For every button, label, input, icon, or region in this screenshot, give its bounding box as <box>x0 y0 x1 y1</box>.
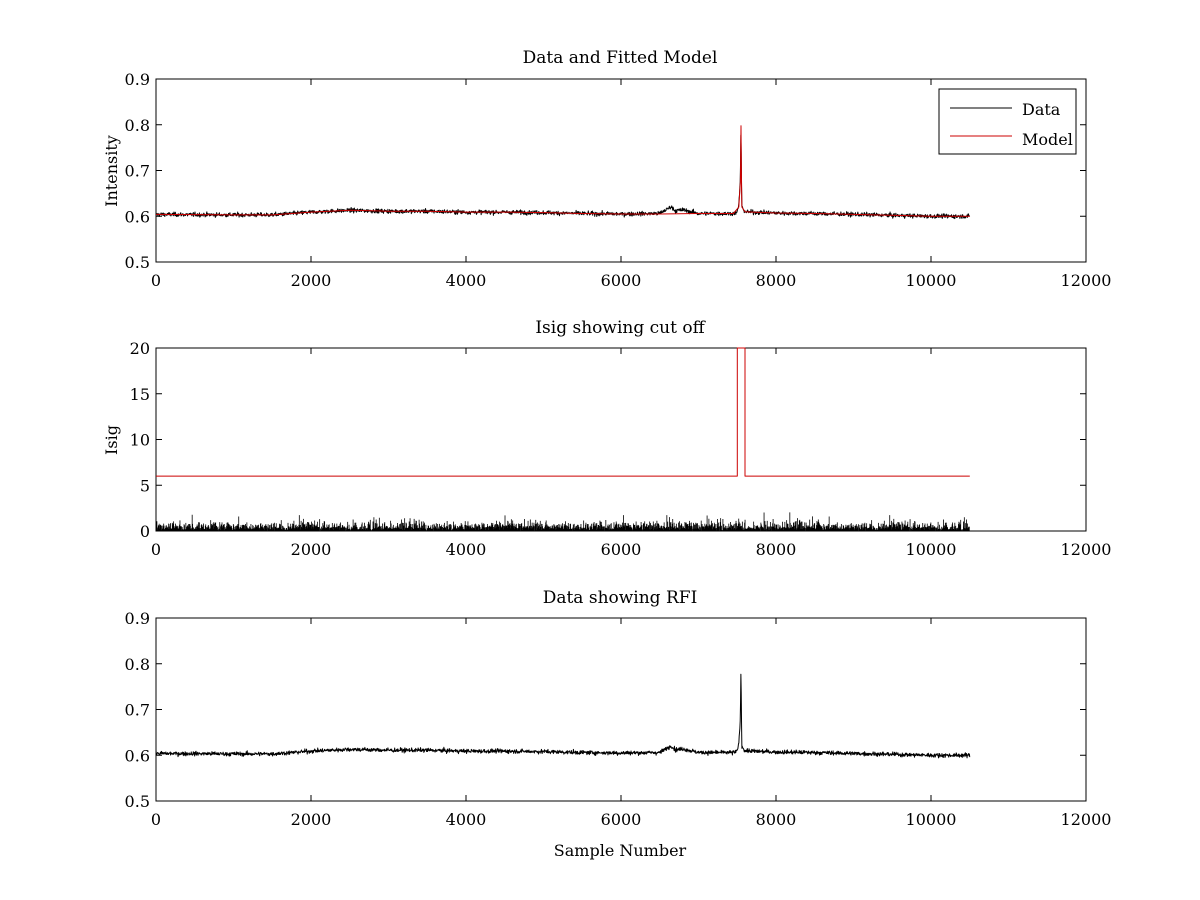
x-tick-label: 0 <box>151 810 161 829</box>
y-tick-label: 0.9 <box>125 609 150 628</box>
tick-layer: 0 2000 4000 6000 8000 10000 12000 0 5 10 15 20 <box>130 339 1112 559</box>
x-tick-label: 4000 <box>446 810 487 829</box>
x-tick-label: 8000 <box>756 271 797 290</box>
chart-title: Data showing RFI <box>543 588 698 608</box>
x-axis-label: Sample Number <box>554 841 687 860</box>
y-tick-label: 0.6 <box>125 746 150 765</box>
x-tick-label: 0 <box>151 271 161 290</box>
x-tick-label: 6000 <box>601 810 642 829</box>
plot-area: 0 2000 4000 6000 8000 10000 12000 0.5 0.6 0.7 0.8 0… <box>125 609 1112 829</box>
panel-data-showing-rfi: Data showing RFI 0 2000 4000 6000 8000 10000 1… <box>125 588 1112 860</box>
chart-title: Isig showing cut off <box>535 318 706 338</box>
x-tick-label: 8000 <box>756 810 797 829</box>
series-layer <box>155 125 971 220</box>
plot-area: 0 2000 4000 6000 8000 10000 12000 0 5 10 15 20 <box>130 339 1112 559</box>
x-tick-label: 2000 <box>291 540 332 559</box>
y-tick-label: 0.9 <box>125 70 150 89</box>
legend-box <box>938 88 1077 155</box>
y-tick-label: 10 <box>130 431 150 450</box>
y-tick-label: 5 <box>140 476 150 495</box>
panel-data-and-fitted-model: Data and Fitted Model 0 2000 4000 6000 8000 1… <box>102 48 1111 290</box>
x-tick-label: 2000 <box>291 810 332 829</box>
x-tick-label: 6000 <box>601 540 642 559</box>
y-tick-label: 20 <box>130 339 150 358</box>
x-tick-label: 4000 <box>446 540 487 559</box>
tick-layer: 0 2000 4000 6000 8000 10000 12000 0.5 0.6 0.7 0.8 0… <box>125 609 1112 829</box>
y-tick-label: 0.6 <box>125 207 150 226</box>
plot-area: 0 2000 4000 6000 8000 10000 12000 0.5 0.6 0.7 0.8 0… <box>125 70 1112 290</box>
x-tick-label: 2000 <box>291 271 332 290</box>
y-tick-label: 0.7 <box>125 162 150 181</box>
tick-layer: 0 2000 4000 6000 8000 10000 12000 0.5 0.6 0.7 0.8 0… <box>125 70 1112 290</box>
y-axis-label: Isig <box>102 425 121 455</box>
series-layer <box>155 673 971 759</box>
x-tick-label: 12000 <box>1061 810 1112 829</box>
y-tick-label: 0.5 <box>125 792 150 811</box>
y-tick-label: 0.7 <box>125 701 150 720</box>
legend-label-data: Data <box>1022 100 1061 119</box>
y-tick-label: 0.5 <box>125 253 150 272</box>
x-tick-label: 4000 <box>446 271 487 290</box>
legend-label-model: Model <box>1022 130 1073 149</box>
y-tick-label: 0.8 <box>125 655 150 674</box>
x-tick-label: 12000 <box>1061 271 1112 290</box>
y-tick-label: 15 <box>130 385 150 404</box>
panel-isig-showing-cut-off: Isig showing cut off 0 2000 4000 6000 8000 10… <box>102 318 1111 559</box>
y-tick-label: 0 <box>140 522 150 541</box>
x-tick-label: 10000 <box>906 810 957 829</box>
x-tick-label: 6000 <box>601 271 642 290</box>
series-line-series-0 <box>155 673 971 759</box>
y-axis-label: Intensity <box>102 135 121 207</box>
x-tick-label: 12000 <box>1061 540 1112 559</box>
chart-title: Data and Fitted Model <box>523 48 718 68</box>
x-tick-label: 8000 <box>756 540 797 559</box>
x-tick-label: 0 <box>151 540 161 559</box>
legend: Data Model <box>938 88 1077 155</box>
x-tick-label: 10000 <box>906 271 957 290</box>
series-line-model <box>155 125 970 217</box>
x-tick-label: 10000 <box>906 540 957 559</box>
series-line-series-1 <box>156 347 970 477</box>
y-tick-label: 0.8 <box>125 116 150 135</box>
